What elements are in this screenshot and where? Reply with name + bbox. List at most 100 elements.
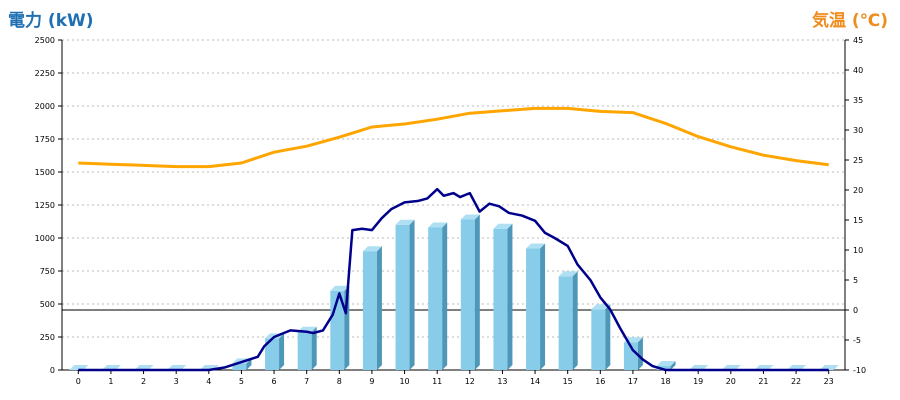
bar-side — [474, 214, 480, 370]
bar-face — [428, 227, 443, 370]
right-tick-label: 40 — [853, 66, 863, 75]
bar-face — [526, 248, 541, 370]
bar — [493, 223, 513, 370]
bar-face — [297, 331, 312, 370]
left-tick-label: 250 — [40, 333, 55, 342]
bar-top — [656, 361, 676, 367]
x-tick-label: 2 — [141, 377, 146, 386]
bar — [460, 214, 480, 370]
bar-side — [605, 304, 611, 370]
x-tick-label: 10 — [399, 377, 409, 386]
bar — [395, 219, 415, 370]
left-axis-title: 電力 (kW) — [8, 11, 94, 31]
x-tick-label: 12 — [465, 377, 475, 386]
left-tick-label: 1250 — [35, 201, 55, 210]
bar — [428, 222, 448, 370]
bar-face — [232, 363, 247, 370]
bar-side — [376, 246, 382, 370]
x-tick-label: 14 — [530, 377, 540, 386]
bar — [656, 361, 676, 370]
x-tick-label: 21 — [758, 377, 768, 386]
x-tick-label: 4 — [206, 377, 211, 386]
bar — [297, 326, 317, 370]
right-tick-label: 20 — [853, 186, 863, 195]
bar-top — [428, 222, 448, 228]
left-tick-label: 2250 — [35, 69, 55, 78]
bar-face — [656, 366, 671, 370]
bar-face — [493, 228, 508, 370]
bar-top — [362, 246, 382, 252]
x-tick-label: 9 — [369, 377, 374, 386]
bar-face — [395, 224, 410, 370]
bar — [623, 337, 643, 370]
bar-side — [637, 337, 643, 370]
right-tick-label: 15 — [853, 216, 863, 225]
bar-top — [526, 243, 546, 249]
left-tick-label: 1500 — [35, 168, 55, 177]
left-tick-label: 500 — [40, 300, 55, 309]
right-tick-label: 45 — [853, 36, 863, 45]
x-tick-label: 16 — [595, 377, 605, 386]
bar-side — [670, 361, 676, 370]
x-tick-label: 7 — [304, 377, 309, 386]
right-tick-label: -5 — [853, 336, 861, 345]
bar-top — [493, 223, 513, 229]
bar-face — [591, 309, 606, 370]
x-tick-label: 5 — [239, 377, 244, 386]
bar-side — [442, 222, 448, 370]
x-tick-label: 17 — [628, 377, 638, 386]
bar-side — [540, 243, 546, 370]
bar-side — [409, 219, 415, 370]
bar-face — [623, 342, 638, 370]
x-tick-label: 20 — [726, 377, 736, 386]
right-tick-label: -10 — [853, 366, 866, 375]
bar-top — [395, 219, 415, 225]
bar — [362, 246, 382, 370]
x-tick-label: 11 — [432, 377, 442, 386]
left-tick-label: 0 — [50, 366, 55, 375]
x-tick-label: 15 — [563, 377, 573, 386]
right-tick-label: 35 — [853, 96, 863, 105]
bar-face — [265, 338, 280, 370]
right-axis-title: 気温 (℃) — [811, 11, 888, 31]
bar — [591, 304, 611, 370]
bar — [526, 243, 546, 370]
bar-face — [362, 251, 377, 370]
x-tick-label: 13 — [497, 377, 507, 386]
bar-side — [311, 326, 317, 370]
bar-side — [572, 271, 578, 370]
x-tick-label: 22 — [791, 377, 801, 386]
left-tick-label: 750 — [40, 267, 55, 276]
x-tick-label: 18 — [660, 377, 670, 386]
left-tick-label: 2500 — [35, 36, 55, 45]
right-tick-label: 0 — [853, 306, 858, 315]
right-tick-label: 10 — [853, 246, 863, 255]
bar-top — [330, 285, 350, 291]
bar-face — [558, 276, 573, 370]
bar-face — [460, 219, 475, 370]
bar-side — [279, 333, 285, 370]
temperature-line — [78, 106, 829, 169]
x-tick-label: 6 — [272, 377, 277, 386]
bar-top — [558, 271, 578, 277]
bar — [265, 333, 285, 370]
x-tick-label: 3 — [174, 377, 179, 386]
right-tick-label: 5 — [853, 276, 858, 285]
right-tick-label: 25 — [853, 156, 863, 165]
right-tick-label: 30 — [853, 126, 863, 135]
x-tick-label: 19 — [693, 377, 703, 386]
bar-side — [246, 358, 252, 370]
x-tick-label: 23 — [824, 377, 834, 386]
x-tick-label: 0 — [76, 377, 81, 386]
left-tick-label: 1750 — [35, 135, 55, 144]
bar — [558, 271, 578, 370]
bar-top — [460, 214, 480, 220]
left-tick-label: 1000 — [35, 234, 55, 243]
x-tick-label: 1 — [108, 377, 113, 386]
x-tick-label: 8 — [337, 377, 342, 386]
left-tick-label: 2000 — [35, 102, 55, 111]
power-line — [78, 187, 829, 372]
bar-side — [507, 223, 513, 370]
